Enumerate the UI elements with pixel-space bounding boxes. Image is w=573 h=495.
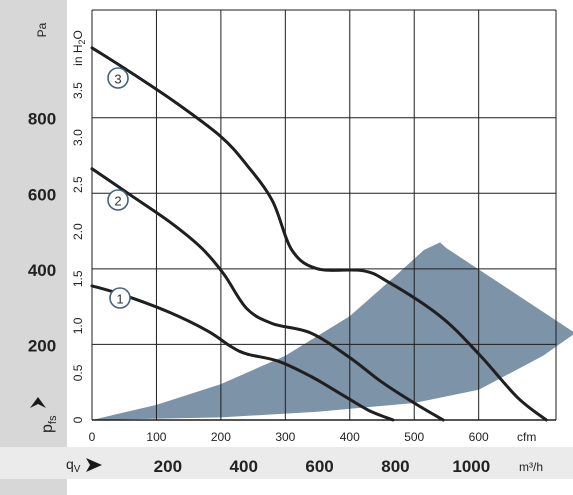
- y-inner-title: in H2O: [71, 30, 87, 66]
- y-left-bottom-label: pfs: [39, 415, 59, 433]
- left-axis-panel: [0, 0, 67, 495]
- badge-label-3: 3: [114, 72, 121, 87]
- badge-circle-2: [107, 189, 129, 211]
- y-left-tick-400: 400: [28, 261, 56, 280]
- x-cfm-tick-100: 100: [146, 430, 166, 444]
- badge-circle-1: [109, 287, 131, 309]
- y-axis-arrow: [30, 397, 46, 408]
- qv-subscript: V: [74, 464, 81, 475]
- svg-text:pfs: pfs: [39, 415, 59, 433]
- grid: [91, 9, 557, 421]
- y-inner-tick-3.0: 3.0: [71, 129, 85, 146]
- x-cfm-tick-600: 600: [469, 430, 489, 444]
- svg-text:in H2O: in H2O: [71, 30, 87, 66]
- y-inner-tick-2.5: 2.5: [71, 176, 85, 193]
- p-fs-symbol: p: [39, 424, 56, 433]
- curve-2: [90, 167, 445, 422]
- x-axis-arrow: [86, 458, 102, 472]
- x-m3h-tick-200: 200: [154, 457, 182, 476]
- y-inner-tick-0: 0: [71, 416, 85, 423]
- x-cfm-tick-500: 500: [404, 430, 424, 444]
- badge-label-2: 2: [114, 194, 121, 209]
- y-inner-tick-1.5: 1.5: [71, 270, 85, 287]
- badge-1: 1: [109, 287, 131, 309]
- x-cfm-unit: cfm: [517, 430, 536, 444]
- h2o-subscript: 2: [77, 39, 87, 44]
- x-m3h-tick-1000: 1000: [452, 457, 490, 476]
- y-left-tick-labels: 200 400 600 800: [28, 110, 56, 356]
- y-inner-tick-labels: 0 0.5 1.0 1.5 2.0 2.5 3.0 3.5: [71, 82, 85, 423]
- x-cfm-tick-400: 400: [340, 430, 360, 444]
- y-inner-tick-2.0: 2.0: [71, 223, 85, 240]
- curve-3: [90, 46, 548, 422]
- curve-1: [90, 284, 395, 422]
- y-left-tick-600: 600: [28, 185, 56, 204]
- x-m3h-tick-labels: 200 400 600 800 1000: [154, 457, 491, 476]
- y-left-tick-800: 800: [28, 110, 56, 129]
- x-cfm-tick-300: 300: [275, 430, 295, 444]
- in-h-text: in H: [71, 45, 85, 66]
- badge-2: 2: [107, 189, 129, 211]
- y-inner-tick-3.5: 3.5: [71, 82, 85, 99]
- y-left-title: Pa: [35, 22, 49, 37]
- x-m3h-prefix: qV: [66, 456, 81, 475]
- curves: [90, 46, 548, 422]
- p-fs-subscript: fs: [47, 415, 59, 424]
- x-m3h-unit: m³/h: [519, 460, 543, 474]
- x-m3h-tick-800: 800: [381, 457, 409, 476]
- badge-label-1: 1: [116, 292, 123, 307]
- y-inner-tick-1.0: 1.0: [71, 317, 85, 334]
- badge-circle-3: [107, 67, 129, 89]
- badge-3: 3: [107, 67, 129, 89]
- x-cfm-tick-0: 0: [89, 430, 96, 444]
- y-left-tick-200: 200: [28, 336, 56, 355]
- x-cfm-tick-labels: 0 100 200 300 400 500 600: [89, 430, 489, 444]
- x-cfm-tick-200: 200: [211, 430, 231, 444]
- curve-badges: 1 2 3: [107, 67, 131, 309]
- qv-q: q: [66, 456, 74, 472]
- h2o-end: O: [71, 30, 85, 39]
- y-inner-tick-0.5: 0.5: [71, 364, 85, 381]
- x-m3h-tick-600: 600: [305, 457, 333, 476]
- operating-area: [92, 242, 573, 420]
- x-m3h-tick-400: 400: [230, 457, 258, 476]
